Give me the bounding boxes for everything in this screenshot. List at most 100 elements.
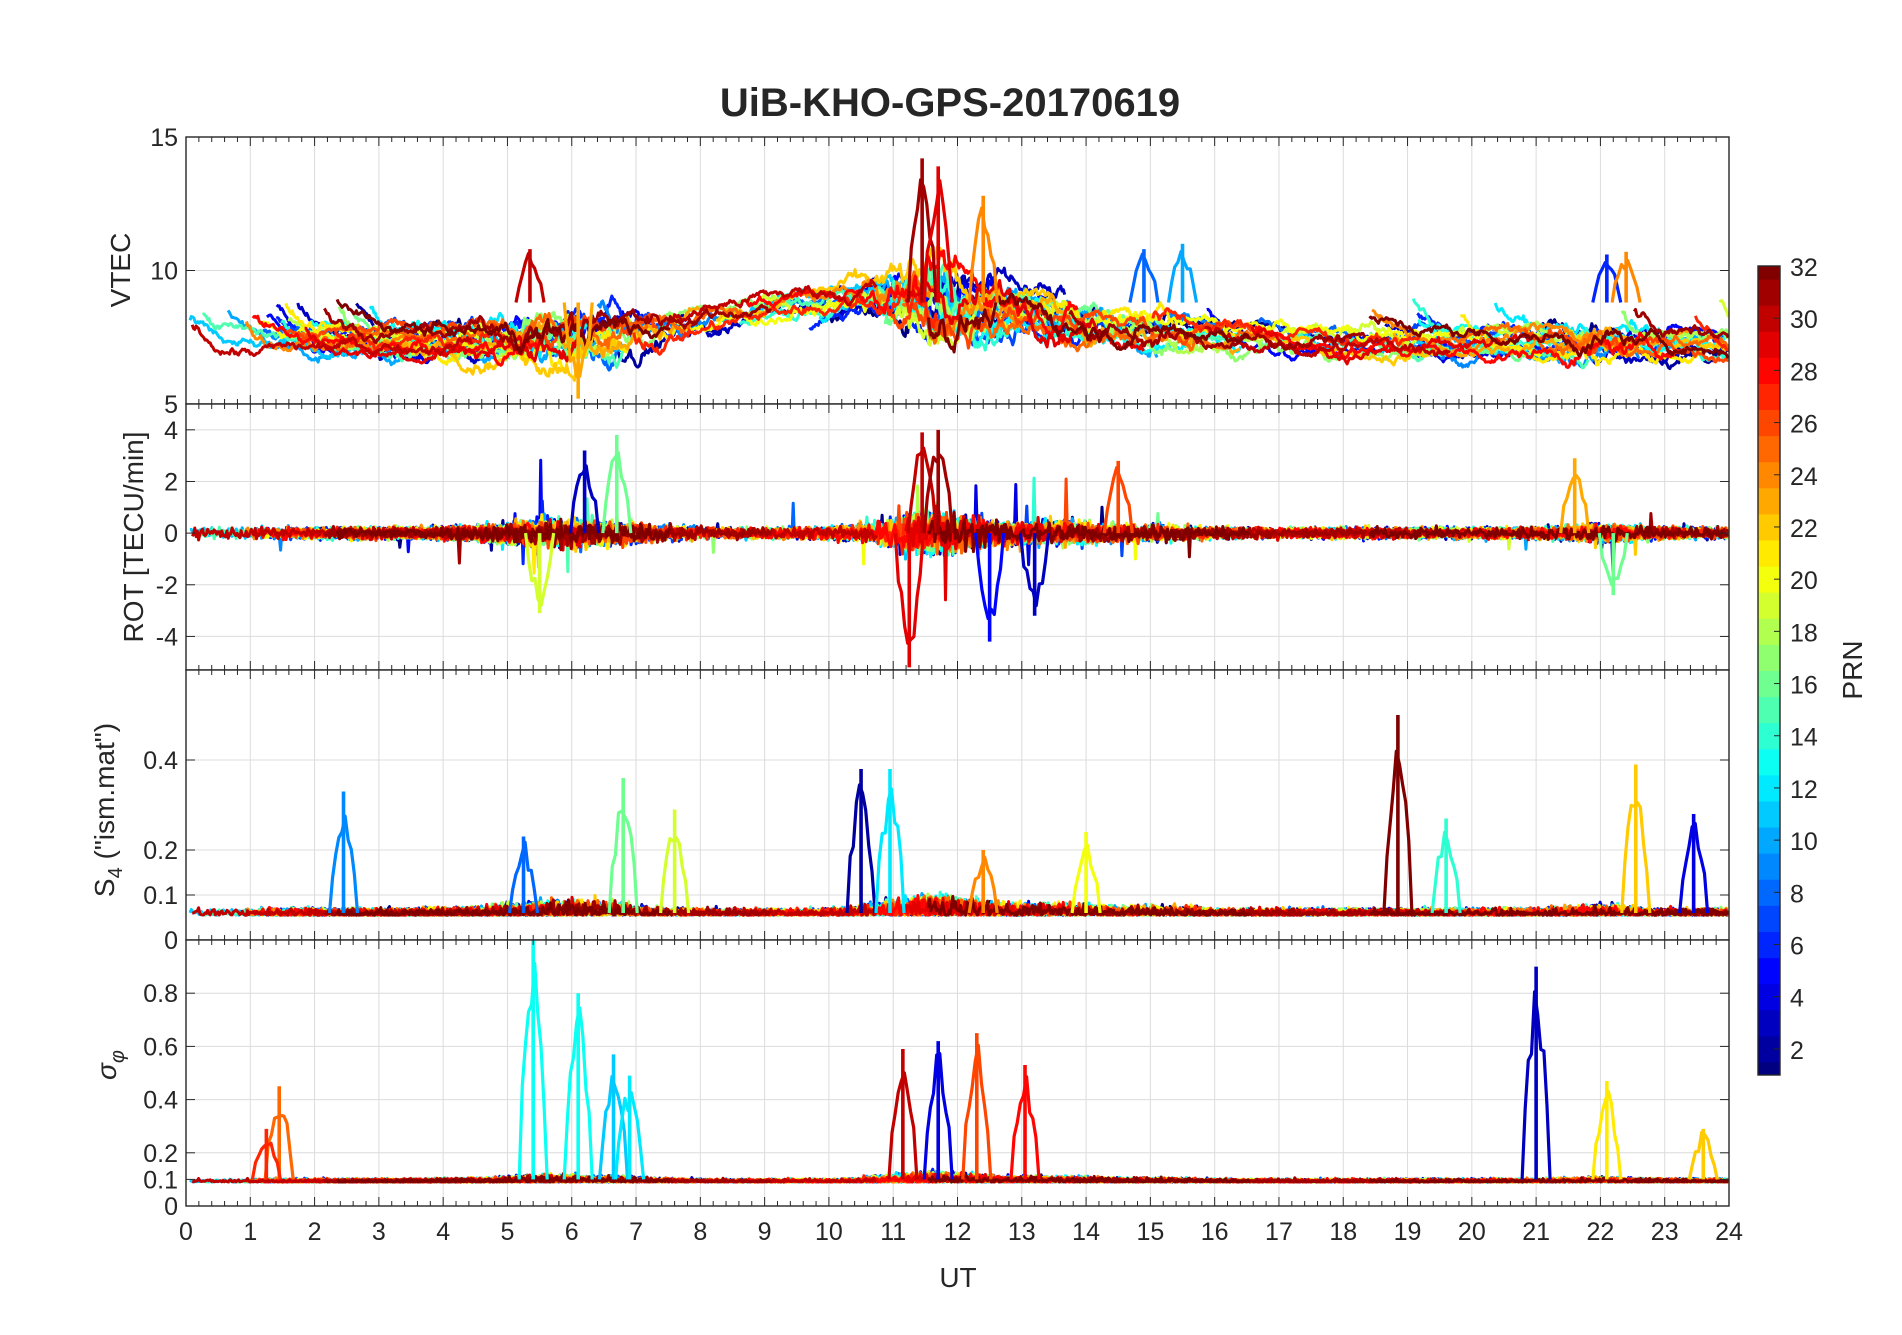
colorbar-tick-label-10: 22 — [1790, 515, 1818, 543]
panel-s4: 0 0.1 0.2 0.4 — [143, 669, 1730, 955]
ylabel-s4-sub: 4 — [105, 867, 127, 878]
colorbar-cell-26 — [1758, 409, 1780, 437]
ylabel-sigphi-sub: φ — [107, 1050, 129, 1063]
colorbar-tick-label-13: 28 — [1790, 358, 1818, 386]
colorbar-tick-label-6: 14 — [1790, 724, 1818, 752]
ytick-label-s4-1: 0.1 — [143, 882, 178, 910]
trace-rot-prn32-100 — [335, 517, 672, 549]
colorbar-cell-25 — [1758, 435, 1780, 463]
trace-vtec-prn12-37 — [1493, 302, 1661, 347]
colorbar-cell-20 — [1758, 566, 1780, 593]
xtick-label-2: 2 — [308, 1218, 322, 1246]
panel-sigphi: 00.10.20.40.60.80 1 2 3 4 5 6 7 8 9 10 11 12 13 14 15 16… — [143, 939, 1743, 1246]
trace-s4-prn32-100 — [335, 898, 671, 917]
trace-vtec-prn32-102 — [1368, 315, 1729, 359]
xtick-label-24: 24 — [1715, 1218, 1743, 1246]
ylabel-sigphi: σφ — [91, 1050, 129, 1080]
xtick-label-15: 15 — [1136, 1218, 1164, 1246]
ytick-label-sigphi-1: 0.1 — [143, 1166, 178, 1194]
xtick-label-23: 23 — [1651, 1218, 1679, 1246]
trace-rot-prn32-101 — [927, 511, 1251, 559]
trace-rot-prn32-102 — [1368, 524, 1729, 543]
ytick-label-s4-3: 0.4 — [143, 747, 178, 775]
colorbar-cell-12 — [1758, 774, 1780, 802]
colorbar-cell-15 — [1758, 696, 1780, 724]
colorbar-cell-27 — [1758, 383, 1780, 411]
ytick-label-vtec-2: 15 — [150, 124, 178, 152]
ytick-label-rot-4: 4 — [164, 417, 178, 445]
colorbar-cell-3 — [1758, 1009, 1780, 1037]
xtick-label-12: 12 — [944, 1218, 972, 1246]
xtick-label-7: 7 — [629, 1218, 643, 1246]
ylabel-rot-text: ROT [TECU/min] — [118, 431, 149, 642]
colorbar-tick-label-8: 18 — [1790, 619, 1818, 647]
ytick-label-rot-0: -4 — [156, 623, 178, 651]
xtick-label-20: 20 — [1458, 1218, 1486, 1246]
panel-rot: -4 -2 0 2 4 — [156, 403, 1730, 671]
ylabel-s4-rest: ("ism.mat") — [89, 723, 120, 867]
colorbar-cell-16 — [1758, 670, 1780, 698]
colorbar-tick-label-14: 30 — [1790, 306, 1818, 334]
colorbar-cell-24 — [1758, 461, 1780, 489]
trace-s4-prn32-102 — [1369, 903, 1729, 917]
traces-s4 — [188, 715, 1729, 917]
colorbar-cell-17 — [1758, 644, 1780, 671]
xtick-label-6: 6 — [565, 1218, 579, 1246]
ytick-label-sigphi-2: 0.2 — [143, 1140, 178, 1168]
colorbar-cell-5 — [1758, 957, 1780, 985]
ylabel-rot: ROT [TECU/min] — [118, 431, 149, 642]
ylabel-vtec-text: VTEC — [105, 233, 136, 308]
colorbar-cell-10 — [1758, 827, 1780, 854]
colorbar-cell-32 — [1758, 266, 1780, 280]
trace-vtec-prn32-100 — [335, 298, 671, 355]
colorbar-frame — [1757, 265, 1781, 1076]
colorbar-cell-4 — [1758, 983, 1780, 1011]
xtick-label-14: 14 — [1072, 1218, 1100, 1246]
colorbar-tick-label-1: 4 — [1790, 985, 1804, 1013]
colorbar-cell-11 — [1758, 800, 1780, 828]
trace-vtec-prn31-98 — [1068, 310, 1367, 351]
xtick-label-3: 3 — [372, 1218, 386, 1246]
colorbar-tick-label-12: 26 — [1790, 411, 1818, 439]
ytick-label-vtec-0: 5 — [164, 391, 178, 419]
colorbar-cell-23 — [1758, 487, 1780, 515]
ytick-label-vtec-1: 10 — [150, 258, 178, 286]
trace-vtec-prn30-94 — [190, 324, 474, 358]
colorbar-cell-8 — [1758, 879, 1780, 906]
trace-vtec-prn25-79 — [1448, 321, 1729, 358]
traces-sigphi — [188, 940, 1729, 1184]
colorbar-cell-22 — [1758, 513, 1780, 541]
colorbar-cell-31 — [1758, 279, 1780, 306]
ylabel-sigphi-text: σφ — [91, 1050, 129, 1080]
xtick-label-13: 13 — [1008, 1218, 1036, 1246]
colorbar-cell-28 — [1758, 357, 1780, 384]
xtick-label-17: 17 — [1265, 1218, 1293, 1246]
ytick-label-rot-2: 0 — [164, 520, 178, 548]
xtick-label-18: 18 — [1329, 1218, 1357, 1246]
colorbar-tick-label-5: 12 — [1790, 776, 1818, 804]
traces-rot — [189, 429, 1729, 668]
panel-vtec: 5 10 15 — [150, 124, 1730, 419]
ytick-label-sigphi-4: 0.6 — [143, 1033, 178, 1061]
trace-vtec-prn20-63 — [1101, 310, 1546, 358]
trace-vtec-prn21-66 — [1460, 314, 1728, 367]
xtick-label-19: 19 — [1394, 1218, 1422, 1246]
colorbar-tick-label-15: 32 — [1790, 254, 1818, 282]
x-axis-label: UT — [939, 1262, 976, 1293]
xtick-label-22: 22 — [1587, 1218, 1615, 1246]
colorbar-cell-1 — [1758, 1061, 1780, 1076]
colorbar-cell-14 — [1758, 722, 1780, 750]
trace-sigphi-prn32-100 — [336, 1172, 671, 1184]
colorbar-cell-6 — [1758, 931, 1780, 959]
colorbar-tick-label-0: 2 — [1790, 1037, 1804, 1065]
colorbar-cell-13 — [1758, 748, 1780, 776]
ytick-label-sigphi-5: 0.8 — [143, 980, 178, 1008]
xtick-label-8: 8 — [693, 1218, 707, 1246]
xtick-label-11: 11 — [880, 1218, 906, 1246]
colorbar-tick-label-2: 6 — [1790, 933, 1804, 961]
trace-vtec-prn30-95 — [665, 278, 878, 328]
colorbar-cell-30 — [1758, 305, 1780, 332]
